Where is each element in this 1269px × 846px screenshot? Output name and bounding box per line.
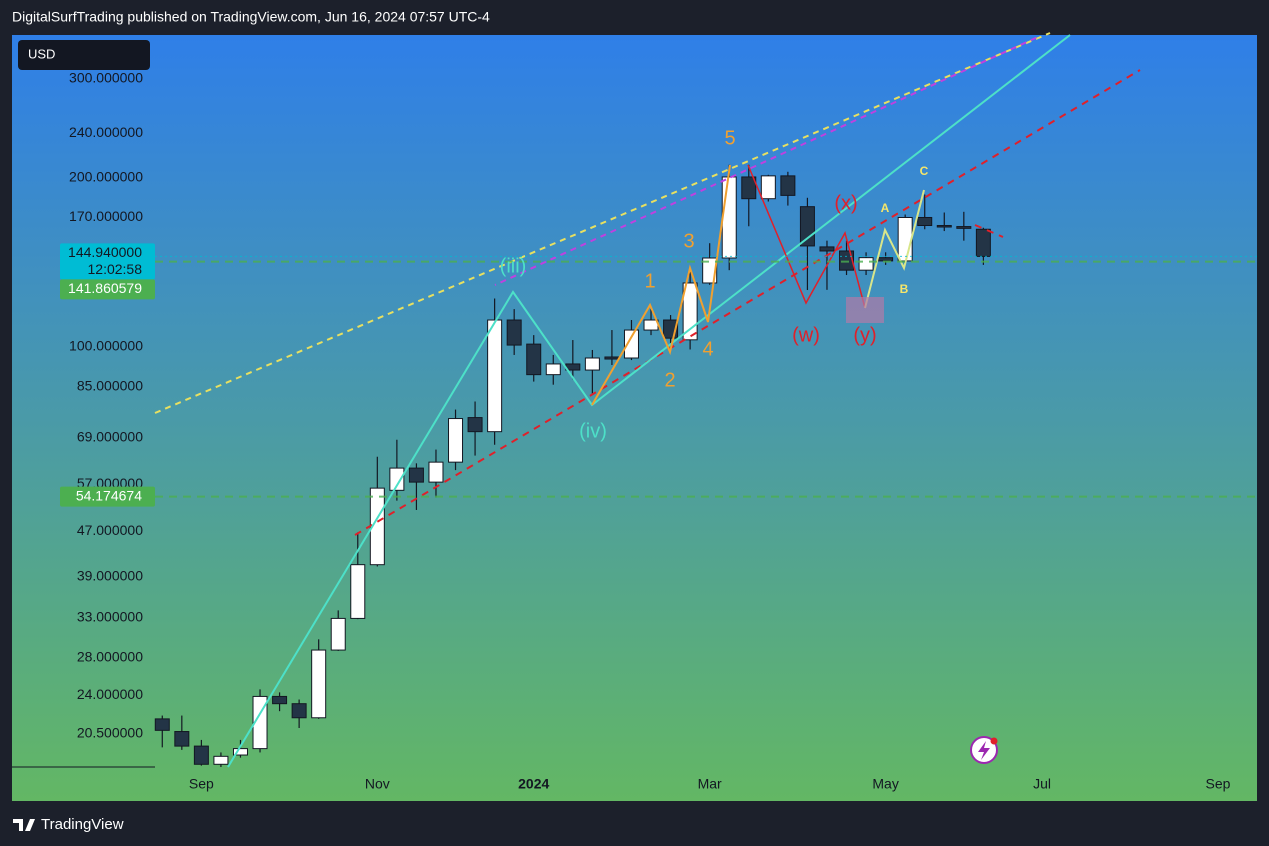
price-label: 141.860579	[68, 280, 142, 296]
x-tick-label: Nov	[365, 776, 390, 792]
y-tick-label: 85.000000	[77, 377, 143, 393]
wave-line	[227, 34, 1071, 768]
x-tick-label: Sep	[1206, 776, 1231, 792]
wave-line	[864, 189, 925, 309]
candle-body	[526, 343, 542, 376]
y-tick-label: 100.000000	[69, 338, 143, 354]
y-tick-label: 69.000000	[77, 428, 143, 444]
candle-body	[936, 225, 952, 228]
candle-body	[213, 755, 229, 765]
lightning-icon	[970, 736, 998, 764]
candle-body	[311, 649, 327, 719]
candle-body	[956, 226, 972, 229]
wave-label: (iii)	[500, 255, 527, 277]
wave-line	[747, 164, 866, 309]
candle-body	[389, 467, 405, 491]
x-tick-label: Mar	[698, 776, 722, 792]
candle-body	[819, 246, 835, 252]
y-tick-label: 47.000000	[77, 522, 143, 538]
currency: USD	[28, 46, 55, 61]
candle-body	[291, 703, 307, 719]
candle-body	[858, 257, 874, 271]
price-label-box	[60, 243, 155, 280]
x-tick-label: 2024	[518, 776, 549, 792]
logo	[13, 819, 35, 831]
candle-body	[506, 319, 522, 346]
candle-body	[584, 357, 600, 371]
candle-body	[760, 175, 776, 200]
wave-label: (y)	[853, 324, 876, 346]
candle-body	[741, 176, 757, 200]
pane	[12, 35, 1257, 801]
candle-body	[272, 695, 288, 705]
y-tick-label: 20.500000	[77, 725, 143, 741]
wave-label: 2	[664, 369, 675, 391]
wave-label: 3	[683, 230, 694, 252]
x-tick-label: Sep	[189, 776, 214, 792]
candle-body	[174, 731, 190, 747]
candle-body	[643, 319, 659, 331]
candle-body	[448, 418, 464, 463]
wave-label: C	[920, 164, 929, 178]
candle-body	[154, 718, 170, 731]
wave-line	[591, 164, 731, 406]
candle-body	[799, 206, 815, 247]
wave-labels: (iii) (iv) 1 2 3 4 5 (w) (x) (y) A B C	[500, 127, 929, 442]
candle-body	[839, 250, 855, 271]
candle-body	[917, 216, 933, 227]
y-tick-label: 200.000000	[69, 169, 143, 185]
target-box	[846, 297, 884, 323]
y-tick-label: 33.000000	[77, 608, 143, 624]
candle-body	[408, 467, 424, 483]
candle-body	[702, 257, 718, 284]
wave-label: B	[900, 282, 909, 296]
y-tick-label: 39.000000	[77, 568, 143, 584]
price-label-box	[60, 279, 155, 300]
candle-body	[487, 319, 503, 433]
candle-body	[193, 745, 209, 765]
candle-body	[350, 564, 366, 619]
trendline	[154, 32, 1051, 414]
wave-label: (iv)	[579, 420, 607, 442]
currency-box	[18, 40, 150, 70]
price-label: 144.940000	[68, 244, 142, 260]
y-tick-label: 170.000000	[69, 208, 143, 224]
candle-body	[878, 257, 894, 262]
y-tick-label: 24.000000	[77, 686, 143, 702]
candle-body	[721, 176, 737, 259]
candle-body	[623, 329, 639, 359]
price-label: 54.174674	[76, 487, 142, 503]
candle-body	[232, 748, 248, 756]
wave-label: (x)	[834, 192, 857, 214]
candle-body	[545, 363, 561, 376]
price-label-box	[60, 486, 155, 507]
wave-label: A	[881, 201, 890, 215]
y-tick-label: 28.000000	[77, 648, 143, 664]
candle-body	[467, 417, 483, 433]
candle-body	[975, 228, 991, 257]
wave-label: 4	[702, 338, 713, 360]
candle-body	[780, 175, 796, 196]
trendline	[354, 69, 1141, 536]
candle-body	[330, 617, 346, 651]
x-tick-label: Jul	[1033, 776, 1051, 792]
y-tick-label: 240.000000	[69, 124, 143, 140]
candle-body	[428, 461, 444, 483]
x-tick-label: May	[872, 776, 898, 792]
wave-label: 1	[644, 270, 655, 292]
wave-label: 5	[724, 127, 735, 149]
trendline	[974, 224, 1004, 238]
y-tick-label: 300.000000	[69, 70, 143, 86]
countdown: 12:02:58	[88, 261, 143, 277]
wave-label: (w)	[792, 324, 820, 346]
candle-body	[604, 356, 620, 360]
trendline	[494, 35, 1041, 286]
header: DigitalSurfTrading published on TradingV…	[12, 9, 490, 25]
footer: TradingView	[41, 816, 124, 833]
candle-body	[897, 216, 913, 262]
